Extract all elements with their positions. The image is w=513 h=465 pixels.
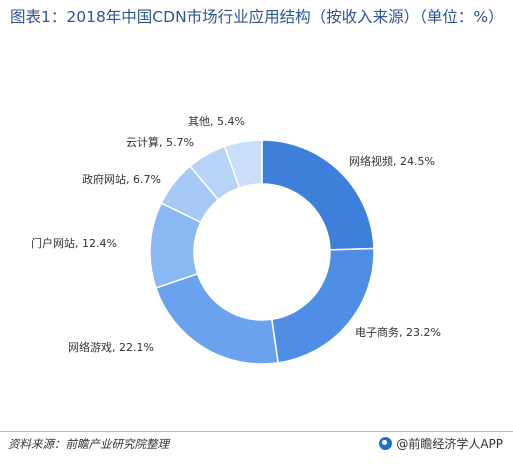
chart-title: 图表1：2018年中国CDN市场行业应用结构（按收入来源）（单位：%）	[10, 8, 504, 26]
slice-data-label: 门户网站, 12.4%	[31, 236, 117, 250]
slice-data-label: 云计算, 5.7%	[126, 135, 194, 149]
slice-data-label: 网络游戏, 22.1%	[68, 340, 154, 354]
slice-data-label: 政府网站, 6.7%	[82, 172, 161, 186]
donut-slice	[223, 139, 263, 189]
donut-slice	[270, 247, 375, 364]
footer-divider	[0, 431, 513, 432]
brand-logo-icon	[379, 437, 393, 450]
donut-slice	[154, 272, 279, 365]
slice-data-label: 网络视频, 24.5%	[349, 154, 435, 168]
brand-text: @前瞻经济学人APP	[396, 437, 503, 451]
source-note: 资料来源：前瞻产业研究院整理	[8, 437, 169, 451]
slice-data-label: 其他, 5.4%	[188, 115, 245, 128]
brand-mark: @前瞻经济学人APP	[379, 435, 503, 452]
slice-data-label: 电子商务, 23.2%	[355, 325, 441, 339]
